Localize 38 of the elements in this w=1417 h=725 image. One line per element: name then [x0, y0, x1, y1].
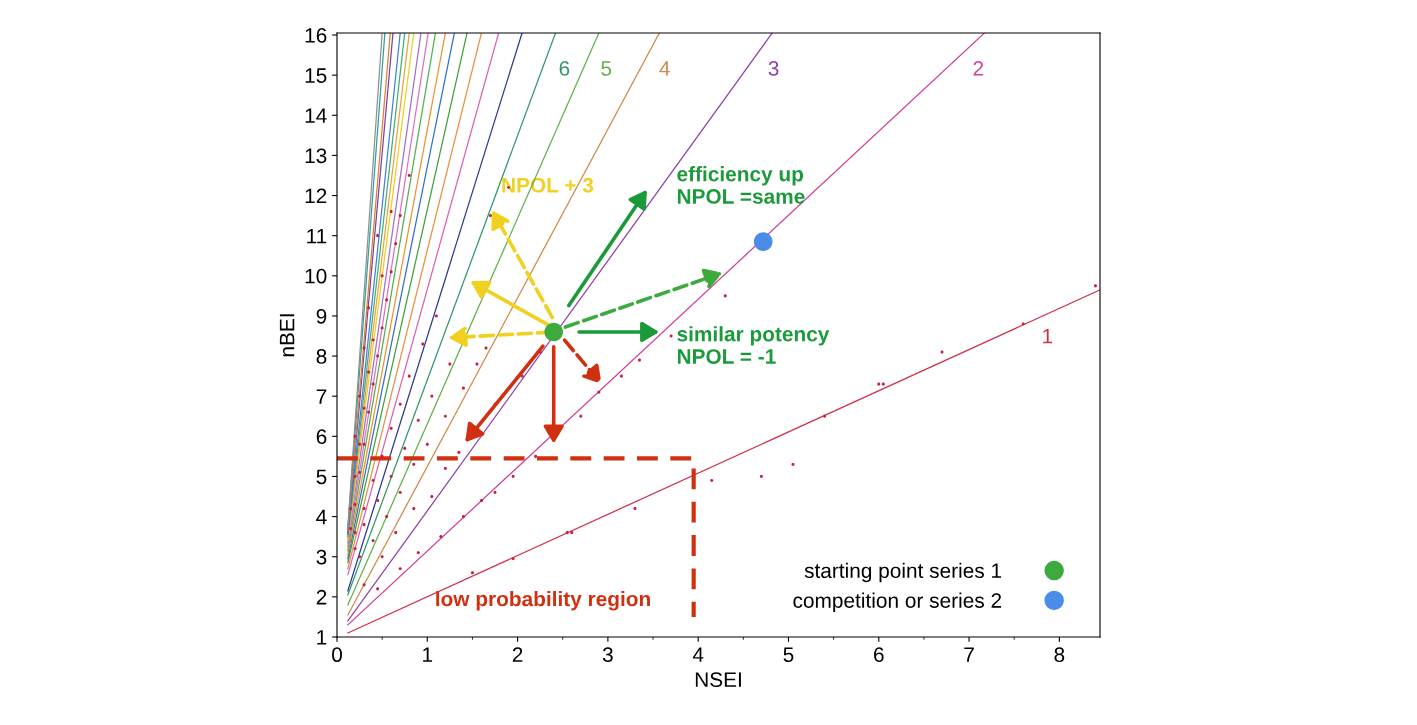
x-tick-label: 3	[602, 647, 613, 663]
x-tick-label: 6	[874, 647, 884, 663]
x-tick-label: 8	[1054, 647, 1065, 663]
legend-label: starting point series 1	[804, 562, 1002, 583]
series-label: 4	[659, 61, 670, 76]
x-tick-label: 0	[332, 647, 342, 663]
x-tick-label: 5	[783, 647, 794, 663]
x-tick-label: 4	[692, 647, 704, 662]
y-tick-label: 14	[305, 108, 327, 123]
y-tick-label: 13	[305, 148, 327, 164]
annotation: efficiency up NPOL =same	[677, 166, 805, 204]
annotation: similar potency NPOL = -1	[677, 326, 830, 364]
x-tick-label: 7	[964, 647, 974, 662]
y-tick-label: 9	[316, 308, 327, 324]
series-label: 1	[1043, 329, 1053, 344]
y-tick-label: 8	[316, 349, 327, 364]
y-axis-title: nBEI	[279, 314, 295, 357]
y-tick-label: 2	[316, 589, 327, 605]
x-tick-label: 1	[423, 647, 433, 662]
y-tick-label: 16	[305, 28, 327, 43]
y-tick-label: 10	[305, 268, 327, 284]
y-tick-label: 3	[316, 549, 327, 565]
series-label: 6	[559, 61, 570, 76]
annotation: low probability region	[436, 591, 650, 611]
y-tick-label: 15	[305, 68, 327, 83]
y-tick-label: 4	[316, 509, 327, 525]
x-axis-title: NSEI	[695, 672, 741, 687]
legend-label: competition or series 2	[793, 592, 1002, 612]
series-label: 2	[973, 61, 984, 76]
y-tick-label: 5	[316, 469, 327, 485]
series-label: 5	[601, 61, 612, 76]
y-tick-label: 11	[307, 228, 327, 244]
y-tick-label: 7	[316, 389, 327, 404]
y-tick-label: 1	[317, 630, 327, 645]
x-tick-label: 2	[512, 647, 523, 662]
y-tick-label: 12	[305, 188, 327, 204]
y-tick-label: 6	[316, 429, 327, 445]
series-label: 3	[768, 61, 779, 76]
